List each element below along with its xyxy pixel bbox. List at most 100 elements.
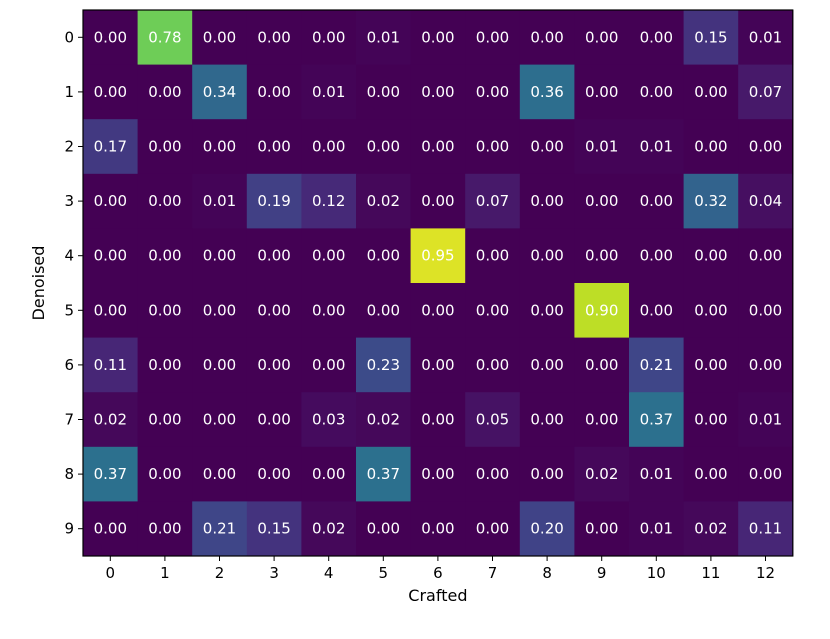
heatmap-cell bbox=[301, 337, 357, 393]
heatmap-cell bbox=[738, 501, 794, 557]
heatmap-cell bbox=[519, 173, 575, 229]
cell-value-label: 0.00 bbox=[476, 356, 509, 374]
y-tick-label: 4 bbox=[64, 247, 74, 265]
heatmap-cell bbox=[629, 173, 685, 229]
cell-value-label: 0.00 bbox=[94, 247, 127, 265]
heatmap-cell bbox=[137, 446, 193, 502]
heatmap-cell bbox=[356, 446, 412, 502]
cell-value-label: 0.03 bbox=[312, 411, 345, 429]
cell-value-label: 0.00 bbox=[257, 83, 290, 101]
cell-value-label: 0.00 bbox=[640, 247, 673, 265]
cell-value-label: 0.00 bbox=[203, 247, 236, 265]
heatmap-cell bbox=[356, 64, 412, 120]
cell-value-label: 0.00 bbox=[530, 411, 563, 429]
cell-value-label: 0.90 bbox=[585, 301, 618, 319]
heatmap-cell bbox=[246, 501, 302, 557]
cell-value-label: 0.00 bbox=[476, 247, 509, 265]
cell-value-label: 0.00 bbox=[148, 138, 181, 156]
heatmap-cell bbox=[574, 501, 630, 557]
cell-value-label: 0.00 bbox=[94, 28, 127, 46]
heatmap-cell bbox=[137, 64, 193, 120]
cell-value-label: 0.00 bbox=[530, 28, 563, 46]
cell-value-label: 0.00 bbox=[585, 28, 618, 46]
heatmap-cell bbox=[465, 64, 521, 120]
heatmap-cell bbox=[410, 228, 466, 284]
heatmap-cell bbox=[738, 173, 794, 229]
x-tick-label: 3 bbox=[269, 564, 279, 582]
heatmap-cell bbox=[629, 337, 685, 393]
cell-value-label: 0.00 bbox=[312, 465, 345, 483]
heatmap-cell bbox=[683, 337, 739, 393]
cell-value-label: 0.00 bbox=[257, 411, 290, 429]
cell-value-label: 0.00 bbox=[640, 301, 673, 319]
cell-value-label: 0.00 bbox=[749, 247, 782, 265]
heatmap-cell bbox=[465, 119, 521, 175]
cell-value-label: 0.00 bbox=[312, 356, 345, 374]
x-tick-label: 6 bbox=[433, 564, 443, 582]
heatmap-cells bbox=[83, 10, 794, 557]
cell-value-label: 0.00 bbox=[476, 83, 509, 101]
cell-value-label: 0.00 bbox=[585, 520, 618, 538]
cell-value-label: 0.00 bbox=[257, 465, 290, 483]
cell-value-label: 0.04 bbox=[749, 192, 782, 210]
y-tick-label: 5 bbox=[64, 301, 74, 319]
heatmap-cell bbox=[137, 337, 193, 393]
cell-value-label: 0.17 bbox=[94, 138, 127, 156]
x-tick-label: 11 bbox=[701, 564, 720, 582]
heatmap-cell bbox=[192, 10, 248, 66]
cell-value-label: 0.20 bbox=[530, 520, 563, 538]
cell-value-label: 0.00 bbox=[749, 356, 782, 374]
heatmap-cell bbox=[574, 64, 630, 120]
cell-value-label: 0.00 bbox=[257, 28, 290, 46]
cell-value-label: 0.01 bbox=[203, 192, 236, 210]
heatmap-cell bbox=[192, 337, 248, 393]
heatmap-cell bbox=[83, 283, 139, 339]
heatmap-cell bbox=[738, 10, 794, 66]
heatmap-cell bbox=[683, 228, 739, 284]
cell-value-label: 0.01 bbox=[312, 83, 345, 101]
cell-value-label: 0.00 bbox=[94, 192, 127, 210]
heatmap-cell bbox=[356, 10, 412, 66]
cell-value-label: 0.00 bbox=[312, 138, 345, 156]
heatmap-cell bbox=[738, 64, 794, 120]
heatmap-cell bbox=[83, 10, 139, 66]
cell-value-label: 0.00 bbox=[203, 465, 236, 483]
heatmap-cell bbox=[629, 119, 685, 175]
heatmap-cell bbox=[301, 228, 357, 284]
heatmap-cell bbox=[83, 337, 139, 393]
heatmap-cell bbox=[683, 64, 739, 120]
cell-value-label: 0.01 bbox=[640, 465, 673, 483]
heatmap-cell bbox=[410, 501, 466, 557]
y-tick-label: 6 bbox=[64, 356, 74, 374]
cell-value-label: 0.02 bbox=[367, 192, 400, 210]
y-tick-label: 9 bbox=[64, 520, 74, 538]
heatmap-cell bbox=[410, 392, 466, 448]
cell-value-label: 0.00 bbox=[640, 83, 673, 101]
cell-value-label: 0.00 bbox=[367, 301, 400, 319]
heatmap-cell bbox=[137, 501, 193, 557]
heatmap-cell bbox=[410, 64, 466, 120]
cell-value-label: 0.21 bbox=[640, 356, 673, 374]
cell-value-label: 0.00 bbox=[749, 138, 782, 156]
cell-value-label: 0.00 bbox=[367, 138, 400, 156]
heatmap-cell bbox=[410, 10, 466, 66]
cell-value-label: 0.11 bbox=[749, 520, 782, 538]
cell-value-label: 0.32 bbox=[694, 192, 727, 210]
cell-value-label: 0.00 bbox=[148, 301, 181, 319]
heatmap-cell bbox=[683, 10, 739, 66]
x-tick-label: 5 bbox=[379, 564, 389, 582]
cell-value-label: 0.00 bbox=[585, 356, 618, 374]
cell-value-label: 0.15 bbox=[257, 520, 290, 538]
cell-value-label: 0.00 bbox=[257, 138, 290, 156]
cell-value-label: 0.01 bbox=[367, 28, 400, 46]
cell-value-label: 0.07 bbox=[476, 192, 509, 210]
heatmap-cell bbox=[356, 283, 412, 339]
cell-value-label: 0.00 bbox=[530, 192, 563, 210]
cell-value-label: 0.00 bbox=[476, 28, 509, 46]
heatmap-cell bbox=[192, 228, 248, 284]
heatmap-cell bbox=[738, 228, 794, 284]
heatmap-cell bbox=[301, 10, 357, 66]
heatmap-cell bbox=[301, 501, 357, 557]
cell-value-label: 0.00 bbox=[94, 83, 127, 101]
cell-value-label: 0.00 bbox=[694, 356, 727, 374]
